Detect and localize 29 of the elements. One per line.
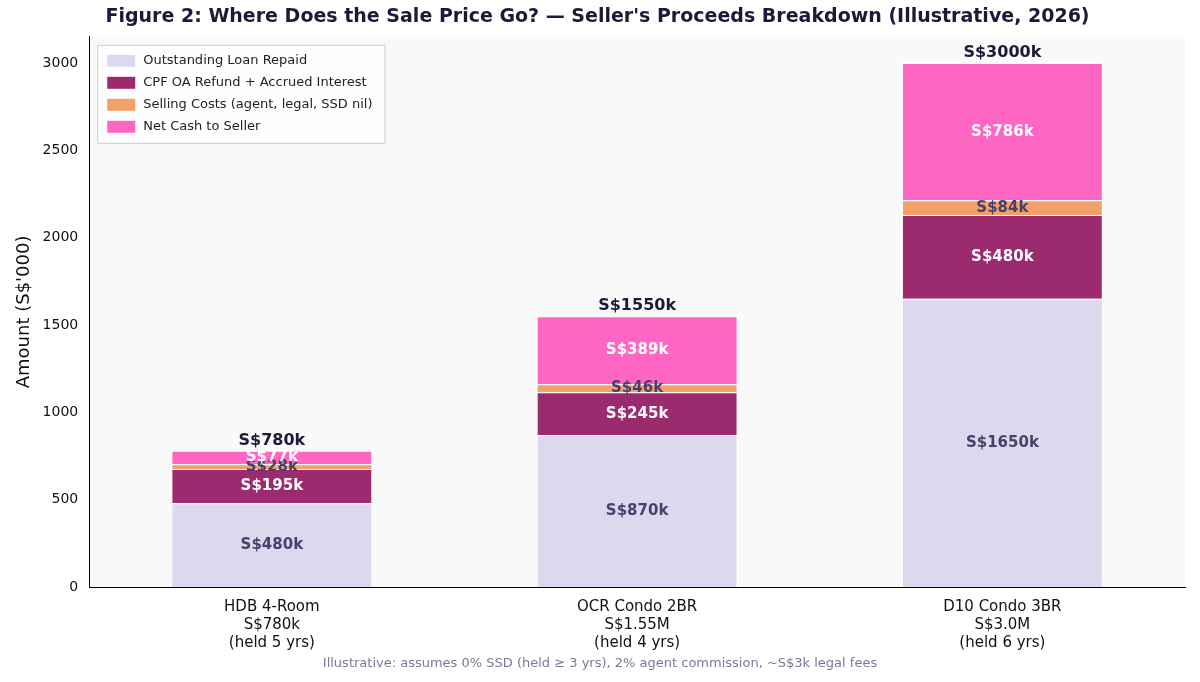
total-label: S$1550k (598, 295, 677, 315)
y-tick-label: 0 (69, 577, 79, 594)
legend-label: CPF OA Refund + Accrued Interest (143, 74, 367, 90)
data-label: S$389k (605, 340, 670, 359)
x-tick-label: OCR Condo 2BR S$1.55M (held 4 yrs) (576, 596, 698, 651)
legend-label: Outstanding Loan Repaid (143, 52, 308, 68)
data-label: S$195k (240, 476, 305, 495)
x-tick-label: HDB 4-Room S$780k (held 5 yrs) (224, 596, 320, 651)
y-tick-label: 2000 (42, 228, 79, 245)
legend-label: Selling Costs (agent, legal, SSD nil) (143, 96, 373, 112)
y-tick-label: 500 (51, 490, 79, 507)
data-label: S$245k (605, 403, 670, 422)
data-label: S$480k (971, 246, 1035, 265)
y-tick-label: 1500 (42, 315, 79, 332)
y-axis-title: Amount (S$'000) (12, 235, 34, 389)
y-tick-label: 2500 (42, 140, 79, 157)
text: Illustrative: assumes 0% SSD (held ≥ 3 yrs), 2% agent commission, ~S$3k legal fees (321, 655, 879, 670)
data-label: S$84k (976, 197, 1030, 216)
total-label: S$780k (238, 429, 306, 449)
chart-title: Figure 2: Where Does the Sale Price Go? — Seller's Proceeds Breakdown (Illustrative, 2026) (105, 4, 1090, 27)
x-tick-label: D10 Condo 3BR S$3.0M (held 6 yrs) (943, 596, 1062, 651)
y-tick-label: 3000 (42, 53, 79, 70)
y-tick-label: 1000 (42, 402, 79, 419)
total-label: S$3000k (963, 42, 1042, 62)
data-label: S$480k (240, 534, 305, 553)
legend-label: Net Cash to Seller (143, 118, 262, 134)
data-label: S$870k (605, 500, 670, 519)
data-label: S$1650k (965, 432, 1040, 451)
data-label: S$786k (971, 121, 1035, 140)
